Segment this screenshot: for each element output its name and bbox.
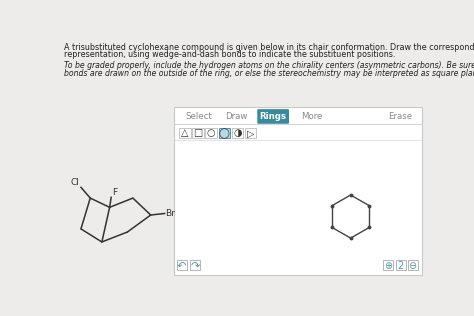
Text: Erase: Erase bbox=[388, 112, 412, 121]
Text: Br: Br bbox=[165, 209, 175, 218]
Text: To be graded properly, include the hydrogen atoms on the chirality centers (asym: To be graded properly, include the hydro… bbox=[64, 61, 474, 70]
Bar bbox=[232, 128, 243, 138]
Bar bbox=[219, 128, 230, 138]
Text: ⊕: ⊕ bbox=[384, 261, 392, 271]
Text: Select: Select bbox=[185, 112, 212, 121]
Text: ○: ○ bbox=[207, 128, 215, 138]
Bar bbox=[192, 128, 204, 138]
Bar bbox=[383, 260, 393, 270]
Text: ◑: ◑ bbox=[233, 128, 242, 138]
Text: Rings: Rings bbox=[260, 112, 287, 121]
FancyBboxPatch shape bbox=[257, 109, 289, 124]
Text: △: △ bbox=[181, 128, 189, 138]
Bar bbox=[245, 128, 256, 138]
Text: representation, using wedge-and-dash bonds to indicate the substituent positions: representation, using wedge-and-dash bon… bbox=[64, 50, 395, 59]
Text: ↷: ↷ bbox=[190, 261, 200, 271]
Bar bbox=[205, 128, 217, 138]
Text: F: F bbox=[112, 187, 117, 197]
Bar bbox=[408, 260, 418, 270]
Text: bonds are drawn on the outside of the ring, or else the stereochemistry may be i: bonds are drawn on the outside of the ri… bbox=[64, 69, 474, 78]
Text: Draw: Draw bbox=[225, 112, 247, 121]
Text: ⊖: ⊖ bbox=[409, 261, 417, 271]
Text: More: More bbox=[301, 112, 323, 121]
Bar bbox=[179, 128, 191, 138]
Text: Cl: Cl bbox=[71, 178, 80, 186]
Text: 2: 2 bbox=[397, 261, 403, 271]
Text: ↶: ↶ bbox=[177, 261, 186, 271]
Bar bbox=[396, 260, 406, 270]
FancyBboxPatch shape bbox=[174, 107, 422, 275]
Bar bbox=[177, 260, 187, 270]
Bar bbox=[190, 260, 201, 270]
Text: A trisubstituted cyclohexane compound is given below in its chair conformation. : A trisubstituted cyclohexane compound is… bbox=[64, 43, 474, 52]
Text: ◯: ◯ bbox=[219, 128, 230, 139]
Text: □: □ bbox=[193, 128, 202, 138]
Text: ▷: ▷ bbox=[247, 128, 255, 138]
